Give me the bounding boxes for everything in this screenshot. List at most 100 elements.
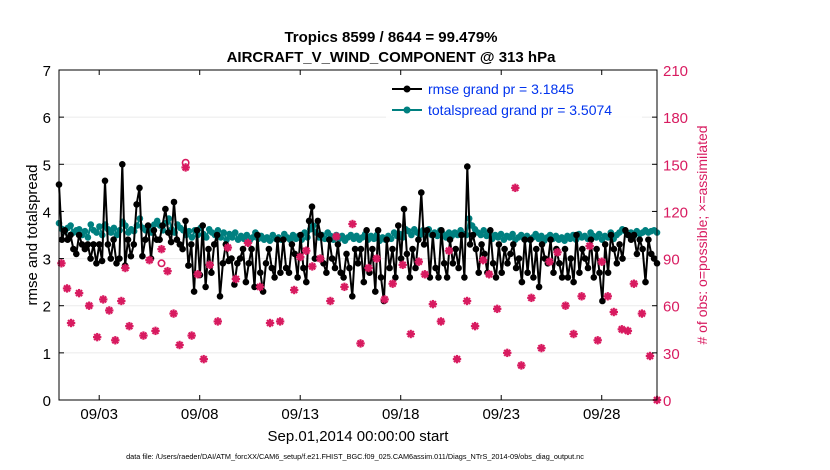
obs-assimilated-stroke-27-3 [244,239,252,247]
obs-assimilated-marker-34 [308,262,317,271]
rmse-point-131 [432,264,439,272]
rmse-point-73 [265,245,273,253]
rmse-point-205 [645,236,652,243]
obs-assimilated-stroke-71-3 [603,292,612,301]
obs-assimilated-stroke-28-3 [256,283,264,291]
obs-assimilated-stroke-25-3 [224,243,232,252]
obs-assimilated-marker-68 [585,241,594,251]
obs-assimilated-stroke-62-3 [537,344,546,352]
rmse-point-152 [492,274,500,281]
rmse-point-63 [236,255,244,262]
obs-assimilated-marker-57 [492,304,502,314]
rmse-point-132 [435,274,442,281]
rmse-point-104 [354,260,362,267]
rmse-point-161 [518,278,526,286]
rmse-point-52 [205,245,212,253]
obs-assimilated-stroke-67-3 [577,292,586,301]
rmse-point-140 [458,231,465,239]
obs-assimilated-stroke-33-3 [302,246,311,255]
rmse-point-158 [510,241,517,248]
obs-assimilated-marker-64 [553,248,562,257]
obs-assimilated-marker-3 [74,288,84,298]
rmse-point-29 [139,252,146,260]
obs-assimilated-marker-2 [66,318,76,328]
rmse-point-116 [389,245,396,253]
obs-assimilated-stroke-5-3 [93,333,101,341]
obs-assimilated-stroke-50-3 [437,317,445,326]
obs-assimilated-stroke-43-3 [380,295,389,304]
rmse-point-94 [326,236,333,243]
y-right-tick-label-0: 0 [663,393,671,410]
obs-assimilated-stroke-20-3 [187,331,196,340]
rmse-point-82 [291,250,299,258]
totalspread-point-14 [96,223,103,230]
obs-assimilated-marker-27 [243,238,253,248]
rmse-point-139 [455,264,462,272]
obs-assimilated-marker-16 [163,266,172,276]
obs-assimilated-stroke-21-3 [193,270,202,279]
rmse-point-195 [616,241,623,248]
obs-assimilated-marker-60 [517,361,526,370]
rmse-point-167 [535,283,543,291]
rmse-point-180 [573,231,580,239]
rmse-point-138 [452,245,460,253]
obs-assimilated-marker-42 [372,254,381,263]
obs-assimilated-stroke-75-3 [630,279,638,288]
rmse-point-185 [587,236,595,243]
obs-assimilated-marker-45 [398,260,407,270]
rmse-point-22 [119,161,126,168]
rmse-point-125 [415,236,422,243]
rmse-point-76 [274,236,281,243]
rmse-point-112 [377,274,385,281]
obs-assimilated-marker-23 [205,260,214,270]
obs-assimilated-stroke-76-3 [638,309,646,318]
rmse-point-162 [521,236,529,243]
rmse-point-11 [87,255,94,262]
y-right-tick-label-1: 30 [663,346,680,363]
rmse-point-202 [636,236,643,243]
y-left-tick-label-1: 1 [43,346,51,363]
rmse-point-74 [268,264,276,272]
rmse-point-14 [96,241,103,248]
obs-assimilated-marker-1 [62,284,72,293]
rmse-point-186 [590,274,598,281]
obs-assimilated-marker-66 [569,329,578,339]
obs-assimilated-stroke-47-3 [415,257,423,266]
obs-assimilated-stroke-39-3 [348,220,357,228]
obs-assimilated-stroke-22-3 [199,355,208,363]
rmse-point-142 [464,163,471,170]
rmse-point-81 [288,241,296,248]
rmse-point-133 [438,227,445,234]
x-tick-label-5: 09/28 [583,406,621,423]
rmse-point-15 [98,257,106,265]
obs-assimilated-stroke-64-3 [553,248,562,257]
obs-assimilated-stroke-17-3 [169,309,178,318]
rmse-point-45 [185,262,192,269]
obs-assimilated-stroke-26-3 [232,275,240,283]
obs-assimilated-stroke-8-3 [111,336,120,345]
rmse-point-196 [619,255,626,262]
obs-assimilated-stroke-15-3 [157,245,166,253]
rmse-point-106 [360,278,368,286]
rmse-point-101 [346,264,353,272]
totalspread-point-187 [595,230,603,238]
rmse-point-111 [374,227,382,234]
totalspread-point-57 [220,229,227,236]
rmse-point-99 [340,274,347,281]
rmse-point-100 [343,250,350,258]
obs-assimilated-stroke-77-3 [646,352,654,360]
obs-assimilated-marker-47 [414,257,424,266]
rmse-point-77 [277,269,284,277]
data-layer [55,158,662,405]
rmse-point-187 [593,245,600,253]
rmse-point-72 [262,260,270,267]
rmse-point-2 [61,227,69,234]
obs-assimilated-marker-63 [545,257,554,266]
obs-assimilated-stroke-68-3 [585,242,594,250]
rmse-point-157 [507,250,514,258]
rmse-point-176 [561,245,569,253]
rmse-point-68 [251,283,258,291]
obs-assimilated-marker-24 [213,317,222,326]
obs-possible-marker-0 [157,259,166,268]
